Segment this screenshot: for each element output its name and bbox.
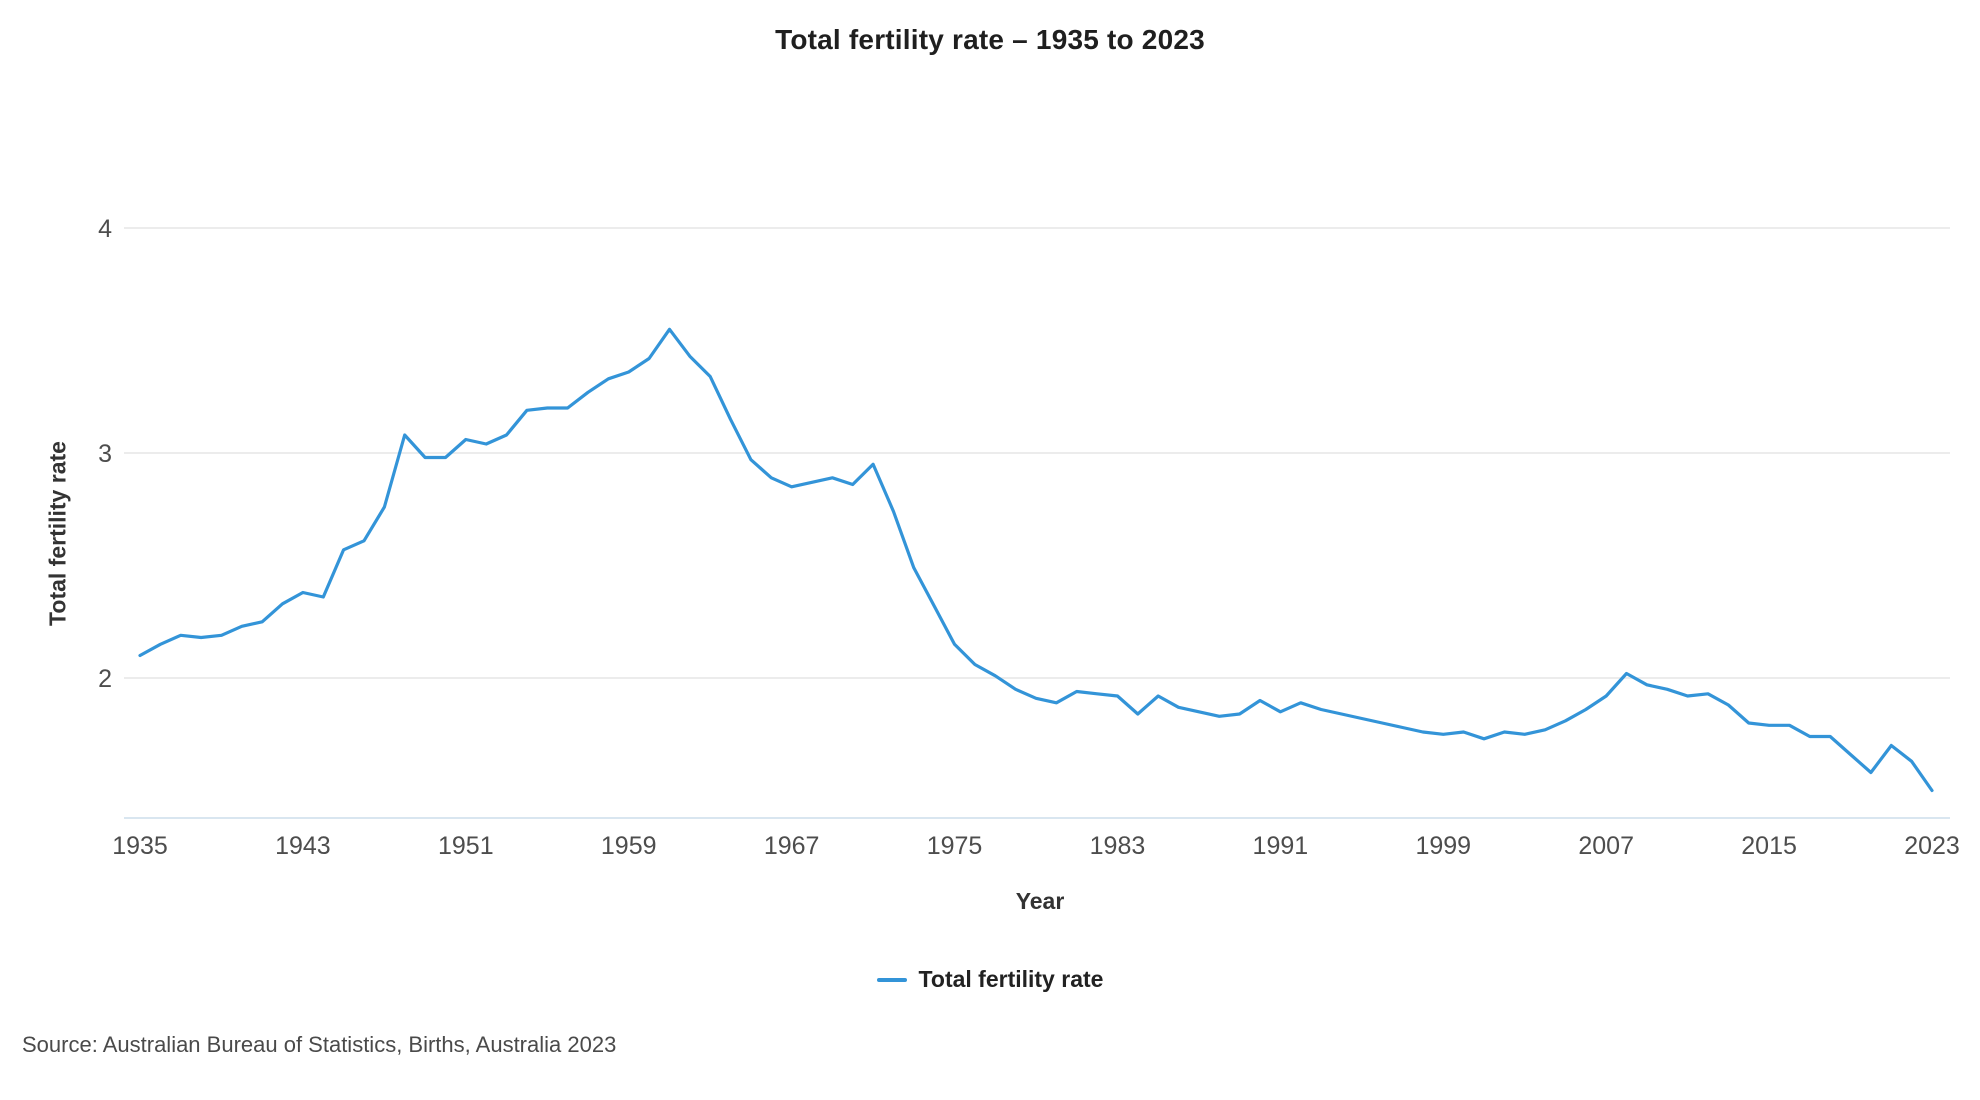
x-tick-label: 1991 bbox=[1253, 832, 1309, 860]
y-tick-label: 3 bbox=[98, 440, 112, 468]
x-tick-label: 1951 bbox=[438, 832, 494, 860]
x-tick-label: 1967 bbox=[764, 832, 820, 860]
chart-legend: Total fertility rate bbox=[0, 966, 1980, 993]
y-tick-label: 4 bbox=[98, 215, 112, 243]
x-tick-label: 2023 bbox=[1904, 832, 1960, 860]
x-tick-label: 1983 bbox=[1090, 832, 1146, 860]
series-line-total-fertility-rate bbox=[138, 327, 1934, 793]
legend-item-total-fertility-rate[interactable]: Total fertility rate bbox=[876, 966, 1104, 993]
x-tick-label: 2007 bbox=[1578, 832, 1634, 860]
x-tick-label: 1975 bbox=[927, 832, 983, 860]
x-axis-title: Year bbox=[1015, 888, 1065, 914]
fertility-line-chart: 2 3 4 1935 1943 1951 1959 1967 1975 1983 1991 1999 2… bbox=[98, 215, 1960, 860]
y-tick-label: 2 bbox=[98, 665, 112, 693]
x-tick-label: 1943 bbox=[275, 832, 331, 860]
y-axis-title: Total fertility rate bbox=[44, 441, 71, 626]
x-tick-label: 1999 bbox=[1415, 832, 1471, 860]
x-tick-label: 1959 bbox=[601, 832, 657, 860]
source-attribution: Source: Australian Bureau of Statistics,… bbox=[22, 1032, 617, 1057]
legend-line-swatch-icon bbox=[876, 977, 907, 982]
x-tick-label: 1935 bbox=[112, 832, 168, 860]
chart-title: Total fertility rate – 1935 to 2023 bbox=[775, 24, 1205, 55]
x-tick-label: 2015 bbox=[1741, 832, 1797, 860]
legend-label: Total fertility rate bbox=[918, 966, 1104, 992]
